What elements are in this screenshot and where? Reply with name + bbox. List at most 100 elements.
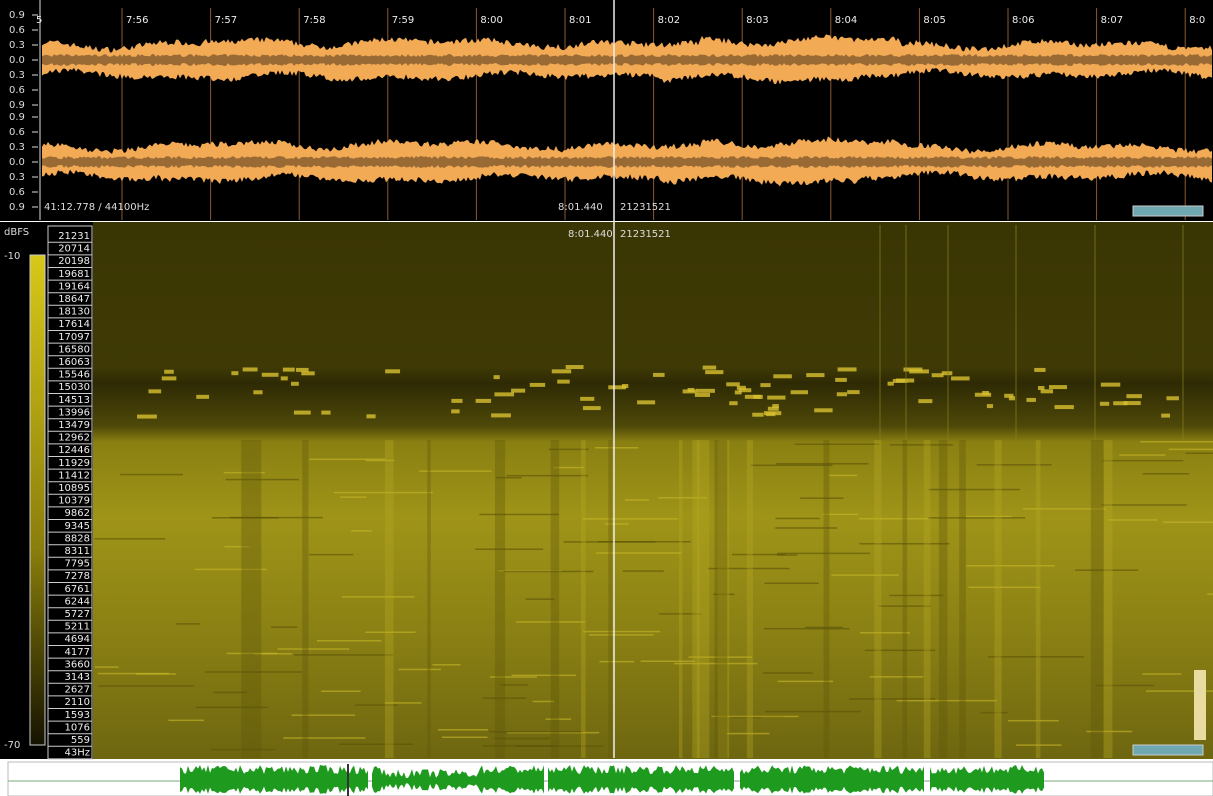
cursor-frame: 21231521 xyxy=(620,202,671,213)
spectral-streak xyxy=(475,548,543,550)
spectral-blob xyxy=(847,390,859,394)
spectral-blob xyxy=(703,366,717,370)
spectral-streak xyxy=(1185,452,1213,454)
spectral-blob xyxy=(982,391,989,395)
frequency-label: 17097 xyxy=(58,332,90,343)
time-label: 8:0 xyxy=(1189,15,1205,26)
time-label: 7:58 xyxy=(303,15,325,26)
frequency-label: 12962 xyxy=(58,433,90,444)
amplitude-label: 0.3 xyxy=(9,70,25,81)
spectral-blob xyxy=(739,388,752,392)
transient-band xyxy=(903,440,908,758)
spectral-streak xyxy=(226,479,299,481)
frequency-label: 17614 xyxy=(58,319,90,330)
frequency-label: 9862 xyxy=(65,508,90,519)
spectral-streak xyxy=(776,463,869,465)
spectral-streak xyxy=(442,737,488,739)
spectral-streak xyxy=(795,444,880,446)
db-unit: dBFS xyxy=(4,227,29,238)
spectral-blob xyxy=(622,384,628,388)
spectral-streak xyxy=(589,634,654,636)
spectral-streak xyxy=(765,711,861,713)
spectral-blob xyxy=(530,383,545,387)
spectral-streak xyxy=(136,673,176,675)
cursor-frame: 21231521 xyxy=(620,229,671,240)
spectral-blob xyxy=(243,367,258,371)
time-label: 8:06 xyxy=(1012,15,1034,26)
spectral-streak xyxy=(507,475,588,477)
spectral-streak xyxy=(351,530,372,532)
spectral-streak xyxy=(432,664,460,666)
transient-band xyxy=(495,440,505,758)
spectral-streak xyxy=(764,583,818,585)
spectral-streak xyxy=(623,570,664,572)
spectral-streak xyxy=(120,474,183,476)
frequency-label: 13479 xyxy=(58,420,90,431)
frequency-label: 20714 xyxy=(58,244,90,255)
spectral-blob xyxy=(888,382,894,386)
spectral-blob xyxy=(753,395,762,399)
spectral-blob xyxy=(837,392,847,396)
spectral-streak xyxy=(1163,521,1213,523)
spectral-blob xyxy=(451,409,459,413)
spectral-streak xyxy=(504,571,593,573)
spectral-streak xyxy=(516,621,585,623)
frequency-label: 7278 xyxy=(65,571,90,582)
spectral-streak xyxy=(1207,593,1213,595)
frequency-label: 14513 xyxy=(58,395,90,406)
frequency-label: 5211 xyxy=(65,622,90,633)
spectral-blob xyxy=(557,380,569,384)
spectral-streak xyxy=(479,514,559,516)
db-max: -10 xyxy=(4,251,20,262)
spectral-blob xyxy=(511,389,525,393)
spectral-streak xyxy=(981,712,1008,714)
time-label: 7:59 xyxy=(392,15,414,26)
spectral-blob xyxy=(164,370,174,374)
spectral-blob xyxy=(705,370,723,374)
spectral-streak xyxy=(1143,473,1189,475)
spectral-streak xyxy=(309,554,353,556)
spectral-blob xyxy=(451,399,462,403)
time-label: 8:02 xyxy=(658,15,680,26)
spectral-streak xyxy=(294,654,393,656)
spectral-streak xyxy=(583,631,660,633)
amplitude-label: 0.6 xyxy=(9,187,25,198)
spectral-streak xyxy=(860,632,910,634)
gain-slider[interactable] xyxy=(1194,670,1206,740)
spectral-streak xyxy=(1169,449,1213,451)
cursor-time: 8:01.440 xyxy=(558,202,603,213)
amplitude-label: 0.6 xyxy=(9,85,25,96)
frequency-label: 7795 xyxy=(65,559,90,570)
spectral-blob xyxy=(1126,394,1141,398)
zoom-control[interactable] xyxy=(1133,206,1203,216)
frequency-label: 15030 xyxy=(58,382,90,393)
spectral-streak xyxy=(1140,441,1213,443)
transient-band xyxy=(1036,440,1041,758)
time-label: 8:00 xyxy=(480,15,502,26)
spectral-streak xyxy=(751,465,833,467)
frequency-label: 1593 xyxy=(65,710,90,721)
spectral-blob xyxy=(262,373,279,377)
spectral-blob xyxy=(196,395,209,399)
spectral-streak xyxy=(764,628,849,630)
spectral-blob xyxy=(909,369,929,373)
frequency-label: 9345 xyxy=(65,521,90,532)
spectral-streak xyxy=(342,596,414,598)
frequency-label: 20198 xyxy=(58,256,90,267)
spectral-streak xyxy=(831,574,899,576)
time-label: 5 xyxy=(36,15,42,26)
spectral-streak xyxy=(776,518,820,520)
spectral-blob xyxy=(148,389,161,393)
spectral-blob xyxy=(1055,405,1074,409)
spectral-blob xyxy=(987,404,993,408)
spectral-blob xyxy=(552,369,571,373)
spectral-streak xyxy=(399,669,441,671)
spectral-blob xyxy=(281,376,288,380)
spectral-streak xyxy=(1008,720,1059,722)
time-label: 8:01 xyxy=(569,15,591,26)
spectral-blob xyxy=(321,411,330,415)
spectral-streak xyxy=(889,595,943,597)
spectral-streak xyxy=(849,698,935,700)
zoom-control[interactable] xyxy=(1133,745,1203,755)
spectral-blob xyxy=(301,371,314,375)
